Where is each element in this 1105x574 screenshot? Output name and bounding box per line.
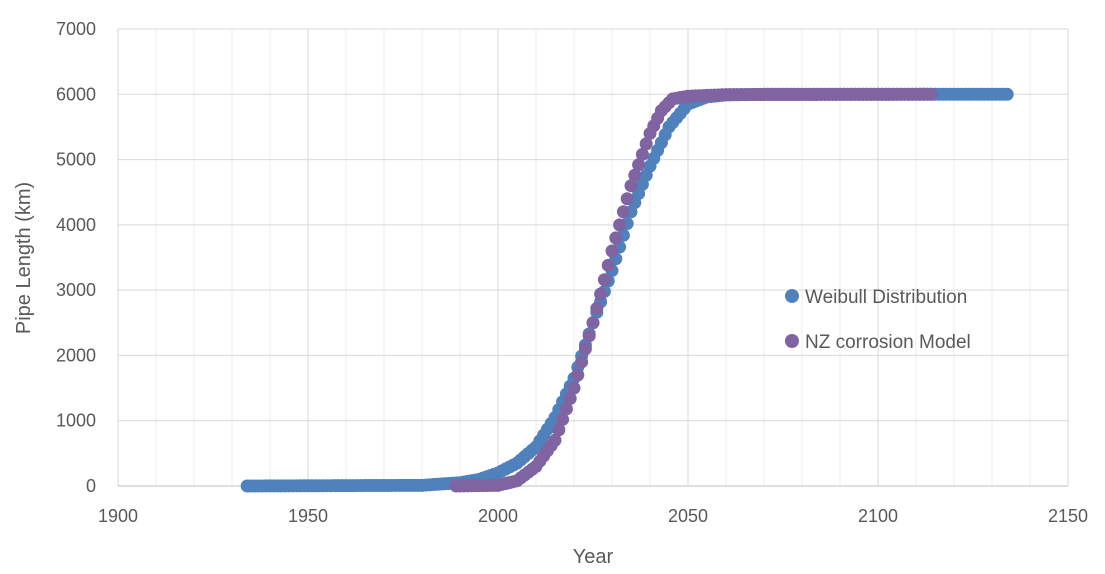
y-axis-title: Pipe Length (km) — [13, 182, 35, 334]
x-tick-label: 2150 — [1048, 506, 1088, 526]
data-point — [632, 158, 646, 172]
plot-area — [240, 87, 1014, 493]
data-point — [601, 258, 615, 272]
data-point — [567, 381, 581, 395]
data-point — [628, 168, 642, 182]
gridlines — [117, 28, 1069, 486]
y-tick-label: 1000 — [56, 411, 96, 431]
data-point — [559, 402, 573, 416]
data-point — [597, 273, 611, 287]
x-tick-label: 2000 — [478, 506, 518, 526]
data-point — [609, 231, 623, 245]
data-point — [1000, 87, 1014, 101]
x-axis-title: Year — [573, 546, 614, 568]
data-point — [575, 355, 589, 369]
data-point — [548, 433, 562, 447]
data-point — [578, 342, 592, 356]
data-point — [590, 301, 604, 315]
y-tick-label: 3000 — [56, 280, 96, 300]
data-point — [571, 368, 585, 382]
x-tick-label: 1950 — [288, 506, 328, 526]
legend-marker — [785, 289, 799, 303]
legend-marker — [785, 334, 799, 348]
tick-labels: 1900 1950 2000 2050 2100 2150 0 1000 2000 3000 400… — [56, 19, 1088, 526]
data-point — [616, 205, 630, 219]
data-point — [620, 192, 634, 206]
data-point — [924, 87, 938, 101]
y-tick-label: 0 — [86, 476, 96, 496]
data-point — [605, 244, 619, 258]
y-tick-label: 4000 — [56, 215, 96, 235]
y-tick-label: 5000 — [56, 150, 96, 170]
y-tick-label: 2000 — [56, 345, 96, 365]
data-point — [586, 316, 600, 330]
x-tick-label: 2050 — [668, 506, 708, 526]
data-point — [635, 147, 649, 161]
legend-label: Weibull Distribution — [805, 287, 967, 308]
data-point — [613, 218, 627, 232]
data-point — [552, 423, 566, 437]
y-tick-label: 7000 — [56, 19, 96, 39]
data-point — [624, 179, 638, 193]
data-point — [594, 287, 608, 301]
data-point — [639, 137, 653, 151]
data-point — [556, 412, 570, 426]
series-2 — [449, 87, 938, 493]
x-tick-label: 2100 — [858, 506, 898, 526]
data-point — [582, 329, 596, 343]
y-tick-label: 6000 — [56, 84, 96, 104]
data-point — [563, 392, 577, 406]
legend: Weibull Distribution NZ corrosion Model — [785, 287, 971, 353]
legend-label: NZ corrosion Model — [805, 332, 971, 353]
x-tick-label: 1900 — [98, 506, 138, 526]
